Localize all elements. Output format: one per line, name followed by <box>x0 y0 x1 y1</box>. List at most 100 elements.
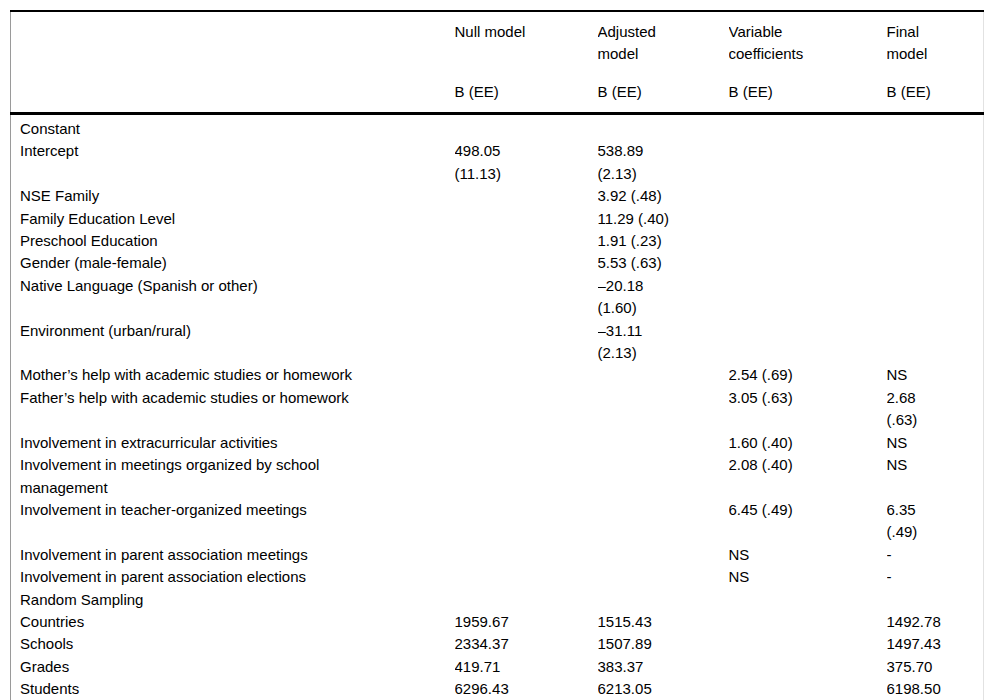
header-empty-cell <box>11 11 455 73</box>
subheader-b-ee-variable: B (EE) <box>729 73 887 114</box>
cell-variable-coefficients <box>729 678 887 700</box>
regression-results-table: Null model Adjusted model Variable coeff… <box>10 10 984 700</box>
header-variable-coefficients: Variable coefficients <box>729 11 887 73</box>
cell-variable-coefficients <box>729 114 887 141</box>
header-adjusted-model: Adjusted model <box>598 11 729 73</box>
cell-null-model <box>455 454 598 499</box>
table-row: Intercept498.05 (11.13)538.89 (2.13) <box>11 140 984 185</box>
cell-final-model: - <box>887 566 984 588</box>
table-row: Gender (male-female) 5.53 (.63) <box>11 252 984 274</box>
row-label: Involvement in extracurricular activitie… <box>11 432 455 454</box>
cell-adjusted-model: 1515.43 <box>598 611 729 633</box>
subheader-b-ee-adjusted: B (EE) <box>598 73 729 114</box>
cell-null-model <box>455 544 598 566</box>
cell-final-model <box>887 208 984 230</box>
cell-variable-coefficients: 2.54 (.69) <box>729 364 887 386</box>
subheader-empty-cell <box>11 73 455 114</box>
cell-final-model: 1497.43 <box>887 633 984 655</box>
cell-final-model: 375.70 <box>887 656 984 678</box>
row-label: Family Education Level <box>11 208 455 230</box>
cell-adjusted-model: 1.91 (.23) <box>598 230 729 252</box>
cell-null-model: 1959.67 <box>455 611 598 633</box>
cell-final-model <box>887 275 984 320</box>
row-label: NSE Family <box>11 185 455 207</box>
cell-variable-coefficients <box>729 611 887 633</box>
cell-final-model: - <box>887 544 984 566</box>
table-row: Involvement in teacher-organized meeting… <box>11 499 984 544</box>
cell-variable-coefficients <box>729 589 887 611</box>
cell-null-model: 2334.37 <box>455 633 598 655</box>
row-label: Involvement in meetings organized by sch… <box>11 454 455 499</box>
cell-final-model: NS <box>887 432 984 454</box>
cell-null-model <box>455 387 598 432</box>
row-label: Involvement in parent association electi… <box>11 566 455 588</box>
table-row: NSE Family 3.92 (.48) <box>11 185 984 207</box>
table-row: Grades419.71383.37375.70 <box>11 656 984 678</box>
cell-final-model <box>887 320 984 365</box>
row-label: Grades <box>11 656 455 678</box>
cell-adjusted-model: 383.37 <box>598 656 729 678</box>
cell-null-model <box>455 230 598 252</box>
row-label: Involvement in parent association meetin… <box>11 544 455 566</box>
table-row: Family Education Level11.29 (.40) <box>11 208 984 230</box>
cell-variable-coefficients <box>729 252 887 274</box>
cell-variable-coefficients <box>729 275 887 320</box>
table-row: Students6296.436213.05 6198.50 <box>11 678 984 700</box>
cell-final-model: 6.35 (.49) <box>887 499 984 544</box>
cell-variable-coefficients <box>729 320 887 365</box>
cell-adjusted-model: 538.89 (2.13) <box>598 140 729 185</box>
cell-adjusted-model <box>598 432 729 454</box>
cell-null-model <box>455 589 598 611</box>
row-label: Gender (male-female) <box>11 252 455 274</box>
cell-adjusted-model <box>598 454 729 499</box>
row-label: Involvement in teacher-organized meeting… <box>11 499 455 544</box>
cell-null-model: 498.05 (11.13) <box>455 140 598 185</box>
row-label: Mother’s help with academic studies or h… <box>11 364 455 386</box>
cell-final-model: NS <box>887 364 984 386</box>
cell-null-model <box>455 320 598 365</box>
cell-variable-coefficients: NS <box>729 566 887 588</box>
cell-variable-coefficients <box>729 185 887 207</box>
cell-adjusted-model: 1507.89 <box>598 633 729 655</box>
row-label: Countries <box>11 611 455 633</box>
cell-final-model <box>887 185 984 207</box>
cell-adjusted-model <box>598 114 729 141</box>
table-row: Environment (urban/rural)–31.11 (2.13) <box>11 320 984 365</box>
cell-null-model <box>455 252 598 274</box>
cell-adjusted-model <box>598 364 729 386</box>
cell-final-model: 2.68 (.63) <box>887 387 984 432</box>
table-row: Countries1959.671515.431492.78 <box>11 611 984 633</box>
row-label: Schools <box>11 633 455 655</box>
table-row: Constant <box>11 114 984 141</box>
cell-variable-coefficients <box>729 633 887 655</box>
cell-variable-coefficients: 3.05 (.63) <box>729 387 887 432</box>
cell-final-model <box>887 230 984 252</box>
cell-adjusted-model: –20.18 (1.60) <box>598 275 729 320</box>
cell-null-model <box>455 499 598 544</box>
cell-adjusted-model <box>598 544 729 566</box>
cell-null-model <box>455 275 598 320</box>
cell-final-model <box>887 589 984 611</box>
header-final-model: Final model <box>887 11 984 73</box>
cell-final-model: 6198.50 <box>887 678 984 700</box>
cell-variable-coefficients <box>729 656 887 678</box>
cell-adjusted-model: 5.53 (.63) <box>598 252 729 274</box>
cell-adjusted-model: 6213.05 <box>598 678 729 700</box>
model-names-row: Null model Adjusted model Variable coeff… <box>11 11 984 73</box>
row-label: Students <box>11 678 455 700</box>
sub-header-row: B (EE) B (EE) B (EE) B (EE) <box>11 73 984 114</box>
table-header: Null model Adjusted model Variable coeff… <box>11 11 984 114</box>
cell-final-model <box>887 140 984 185</box>
table-body: ConstantIntercept498.05 (11.13)538.89 (2… <box>11 114 984 700</box>
cell-final-model <box>887 114 984 141</box>
cell-variable-coefficients <box>729 208 887 230</box>
cell-adjusted-model: 3.92 (.48) <box>598 185 729 207</box>
table-row: Mother’s help with academic studies or h… <box>11 364 984 386</box>
table-row: Involvement in extracurricular activitie… <box>11 432 984 454</box>
cell-null-model: 6296.43 <box>455 678 598 700</box>
cell-adjusted-model <box>598 566 729 588</box>
table-row: Involvement in parent association meetin… <box>11 544 984 566</box>
cell-adjusted-model <box>598 589 729 611</box>
table-row: Native Language (Spanish or other)–20.18… <box>11 275 984 320</box>
row-label: Intercept <box>11 140 455 185</box>
